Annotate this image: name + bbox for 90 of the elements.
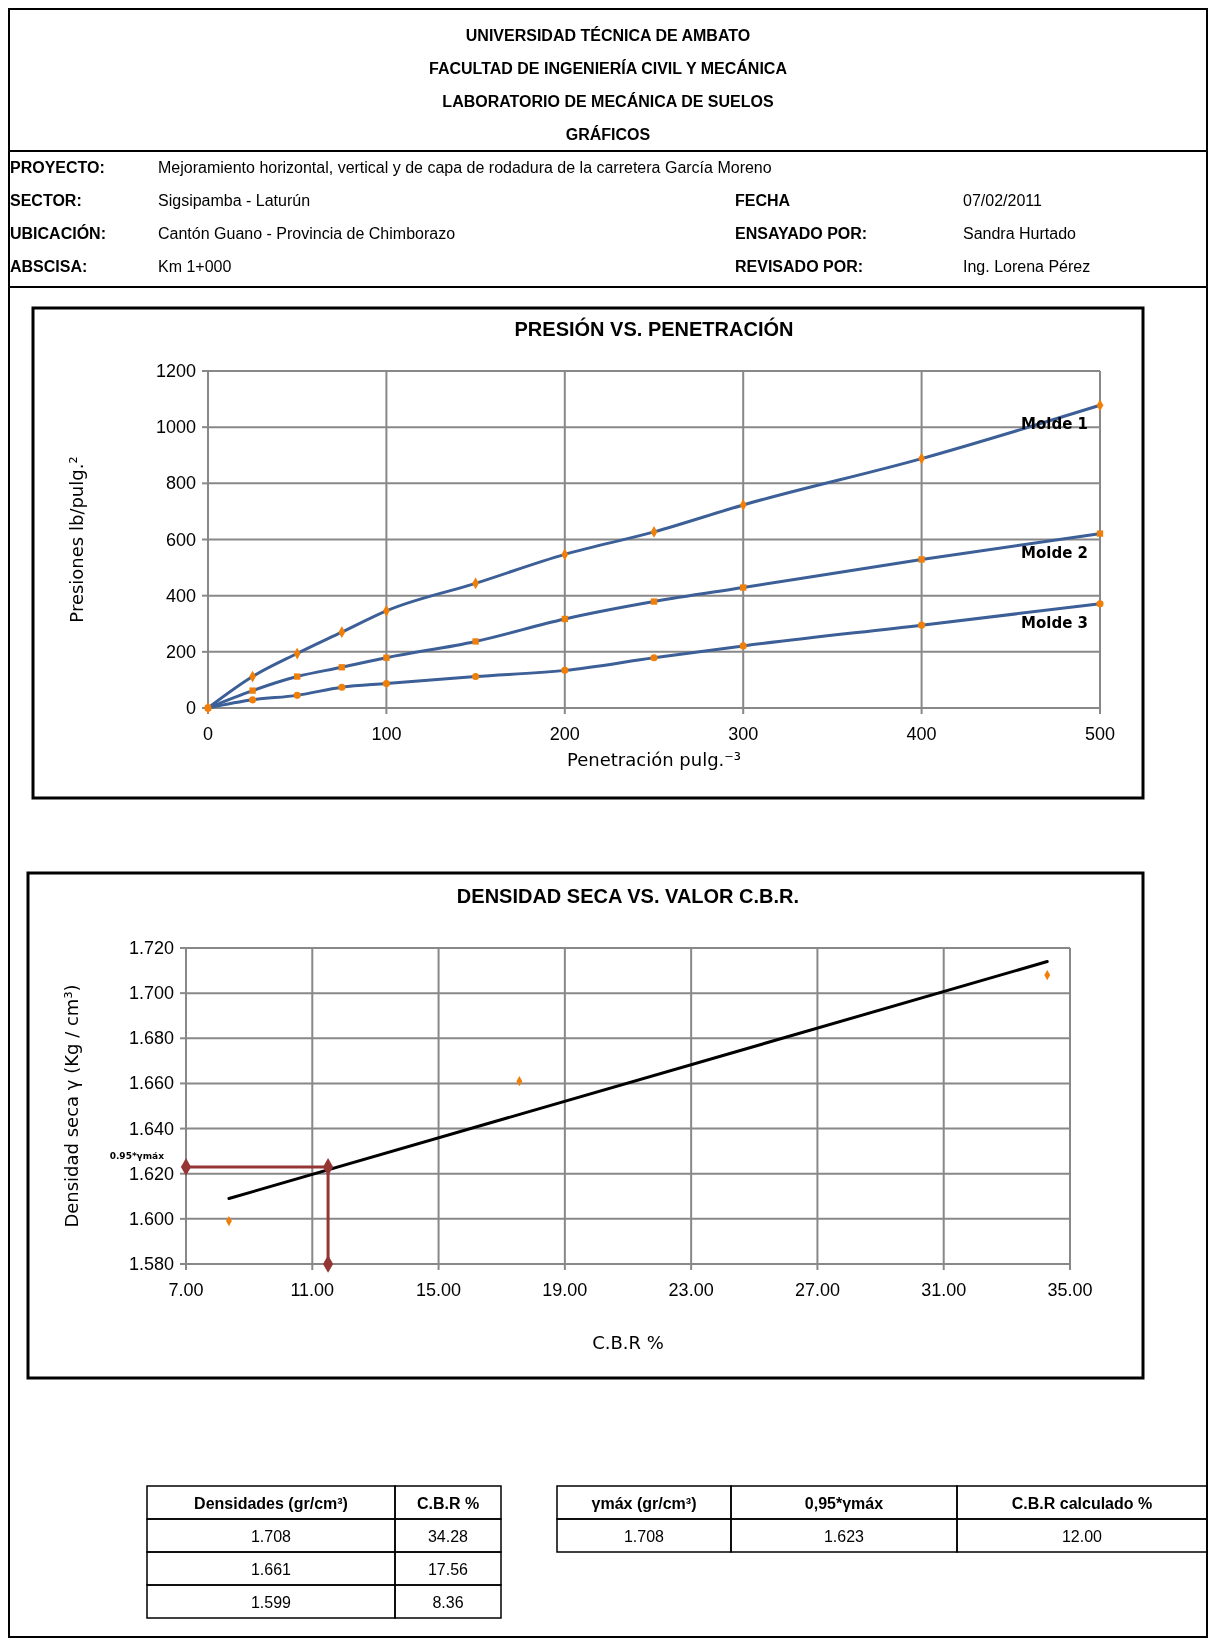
y-tick-label: 1200: [155, 361, 196, 381]
text: Cantón Guano - Provincia de Chimborazo: [158, 225, 456, 242]
point: [249, 687, 256, 694]
point: [1096, 600, 1104, 608]
x-tick-label: 31.00: [921, 1280, 967, 1300]
y-tick-label: 1.720: [128, 938, 174, 958]
y-tick-label: 1.600: [128, 1208, 174, 1229]
text: 12.00: [1061, 1527, 1103, 1545]
text: PROYECTO:: [10, 159, 105, 176]
text: Sigsipamba - Laturún: [158, 192, 311, 209]
x-tick-label: 400: [906, 724, 937, 744]
text: 07/02/2011: [963, 192, 1042, 209]
point: [918, 621, 926, 629]
text: 1.708: [250, 1527, 292, 1545]
y-tick-label: 1.580: [128, 1254, 174, 1274]
point: [293, 691, 301, 699]
x-tick-label: 500: [1084, 724, 1116, 744]
y-tick-label: 400: [165, 585, 196, 606]
x-tick-label: 7.00: [168, 1280, 204, 1300]
text: 0,95*γmáx: [804, 1494, 884, 1512]
text: Ing. Lorena Pérez: [963, 258, 1091, 275]
point: [472, 638, 479, 645]
y-tick-label: 1.620: [128, 1163, 174, 1184]
x-tick-label: 23.00: [668, 1280, 714, 1300]
point: [338, 683, 346, 691]
y-axis-title: Densidad seca γ (Kg / cm³): [61, 984, 82, 1228]
point: [561, 615, 568, 623]
text: FECHA: [735, 192, 791, 209]
text: FACULTAD DE INGENIERÍA CIVIL Y MECÁNICA: [429, 59, 788, 77]
point: [650, 654, 658, 662]
text: 1.661: [250, 1560, 292, 1578]
y-tick-label: 1.680: [128, 1028, 174, 1049]
y-tick-label: 600: [165, 529, 196, 550]
point: [294, 673, 301, 680]
x-tick-label: 35.00: [1047, 1280, 1093, 1300]
text: REVISADO POR:: [735, 258, 864, 275]
text: 1.599: [250, 1593, 292, 1611]
point: [739, 642, 747, 650]
y-tick-label: 1.640: [128, 1118, 174, 1139]
text: 1.708: [623, 1527, 665, 1545]
point: [561, 666, 569, 674]
text: UBICACIÓN:: [10, 224, 106, 242]
x-tick-label: 11.00: [290, 1280, 335, 1300]
series-label: Molde 3: [1021, 613, 1088, 632]
point: [472, 672, 480, 681]
text: ENSAYADO POR:: [735, 225, 868, 242]
chart-title: PRESIÓN VS. PENETRACIÓN: [514, 317, 794, 340]
y-tick-label: 200: [165, 641, 196, 662]
point: [249, 696, 257, 704]
x-tick-label: 15.00: [416, 1280, 462, 1300]
text: SECTOR:: [10, 192, 82, 209]
x-tick-label: 27.00: [794, 1280, 840, 1300]
x-tick-label: 19.00: [542, 1280, 588, 1300]
point: [382, 680, 390, 688]
y-axis-title: Presiones lb/pulg.²: [66, 456, 87, 623]
text: GRÁFICOS: [565, 125, 651, 143]
text: Sandra Hurtado: [963, 225, 1077, 242]
point: [918, 556, 925, 563]
point: [338, 664, 345, 671]
text: 8.36: [432, 1593, 464, 1611]
text: LABORATORIO DE MECÁNICA DE SUELOS: [442, 92, 774, 110]
text: 1.623: [823, 1527, 865, 1545]
point: [740, 584, 747, 591]
point: [650, 598, 658, 605]
text: Mejoramiento horizontal, vertical y de capa de rodadura de la carretera García Moreno: [158, 159, 772, 176]
y-tick-label: 0: [185, 698, 196, 718]
y-tick-label: 800: [165, 473, 196, 494]
text: UNIVERSIDAD TÉCNICA DE AMBATO: [465, 26, 751, 44]
x-axis-title: Penetración pulg.⁻³: [567, 749, 741, 770]
y-tick-label: 1.660: [128, 1073, 174, 1094]
text: Densidades (gr/cm³): [194, 1494, 348, 1512]
x-tick-label: 200: [549, 724, 580, 744]
text: C.B.R calculado %: [1011, 1494, 1153, 1512]
text: C.B.R %: [416, 1494, 480, 1512]
point: [1096, 530, 1104, 537]
x-axis-title: C.B.R %: [592, 1332, 664, 1353]
y-tick-label: 1.700: [128, 983, 174, 1004]
series-label: Molde 2: [1021, 543, 1088, 562]
text: ABSCISA:: [10, 258, 88, 275]
text: 34.28: [427, 1527, 469, 1545]
chart-title: DENSIDAD SECA VS. VALOR C.B.R.: [456, 885, 800, 907]
x-tick-label: 0: [202, 724, 214, 744]
text: 17.56: [427, 1560, 469, 1578]
x-tick-label: 100: [371, 724, 402, 744]
annotation: 0.95*γmáx: [109, 1150, 165, 1161]
point: [383, 654, 390, 661]
x-tick-label: 300: [728, 724, 759, 744]
text: Km 1+000: [158, 258, 232, 275]
y-tick-label: 1000: [155, 417, 196, 438]
text: γmáx (gr/cm³): [591, 1494, 697, 1512]
